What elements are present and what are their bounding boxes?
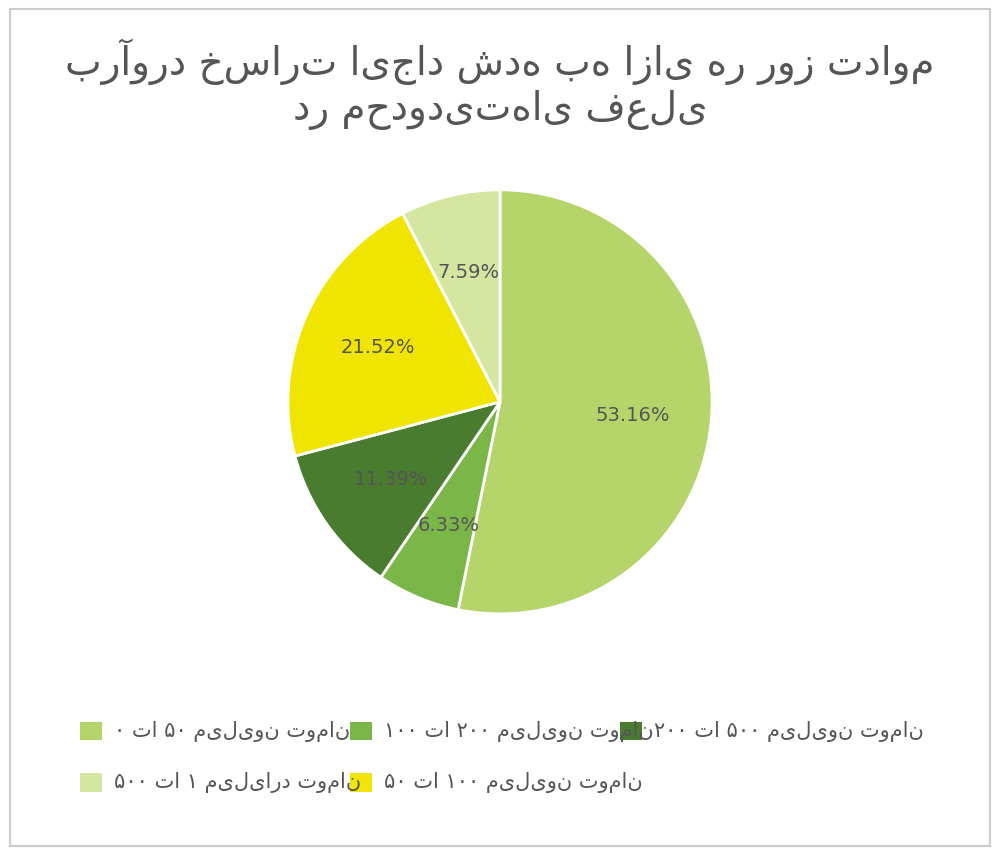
Text: برآورد خسارت ایجاد شده به ازای هر روز تداوم: برآورد خسارت ایجاد شده به ازای هر روز تد… [65, 38, 935, 85]
Text: ۵۰۰ تا ۱ میلیارد تومان: ۵۰۰ تا ۱ میلیارد تومان [114, 772, 361, 793]
Text: ۱۰۰ تا ۲۰۰ میلیون تومان: ۱۰۰ تا ۲۰۰ میلیون تومان [384, 721, 654, 741]
Text: 21.52%: 21.52% [341, 339, 415, 357]
Text: ۰ تا ۵۰ میلیون تومان: ۰ تا ۵۰ میلیون تومان [114, 721, 350, 741]
Text: ۵۰ تا ۱۰۰ میلیون تومان: ۵۰ تا ۱۰۰ میلیون تومان [384, 772, 643, 793]
Wedge shape [288, 214, 500, 456]
Text: 7.59%: 7.59% [437, 262, 500, 281]
Wedge shape [381, 402, 500, 610]
Wedge shape [295, 402, 500, 577]
Text: 53.16%: 53.16% [596, 405, 670, 425]
Text: 6.33%: 6.33% [417, 516, 479, 534]
Wedge shape [458, 190, 712, 614]
Wedge shape [403, 190, 500, 402]
Text: ۲۰۰ تا ۵۰۰ میلیون تومان: ۲۰۰ تا ۵۰۰ میلیون تومان [654, 721, 924, 741]
Text: 11.39%: 11.39% [354, 469, 428, 488]
Text: در محدودیتهای فعلی: در محدودیتهای فعلی [293, 90, 707, 130]
